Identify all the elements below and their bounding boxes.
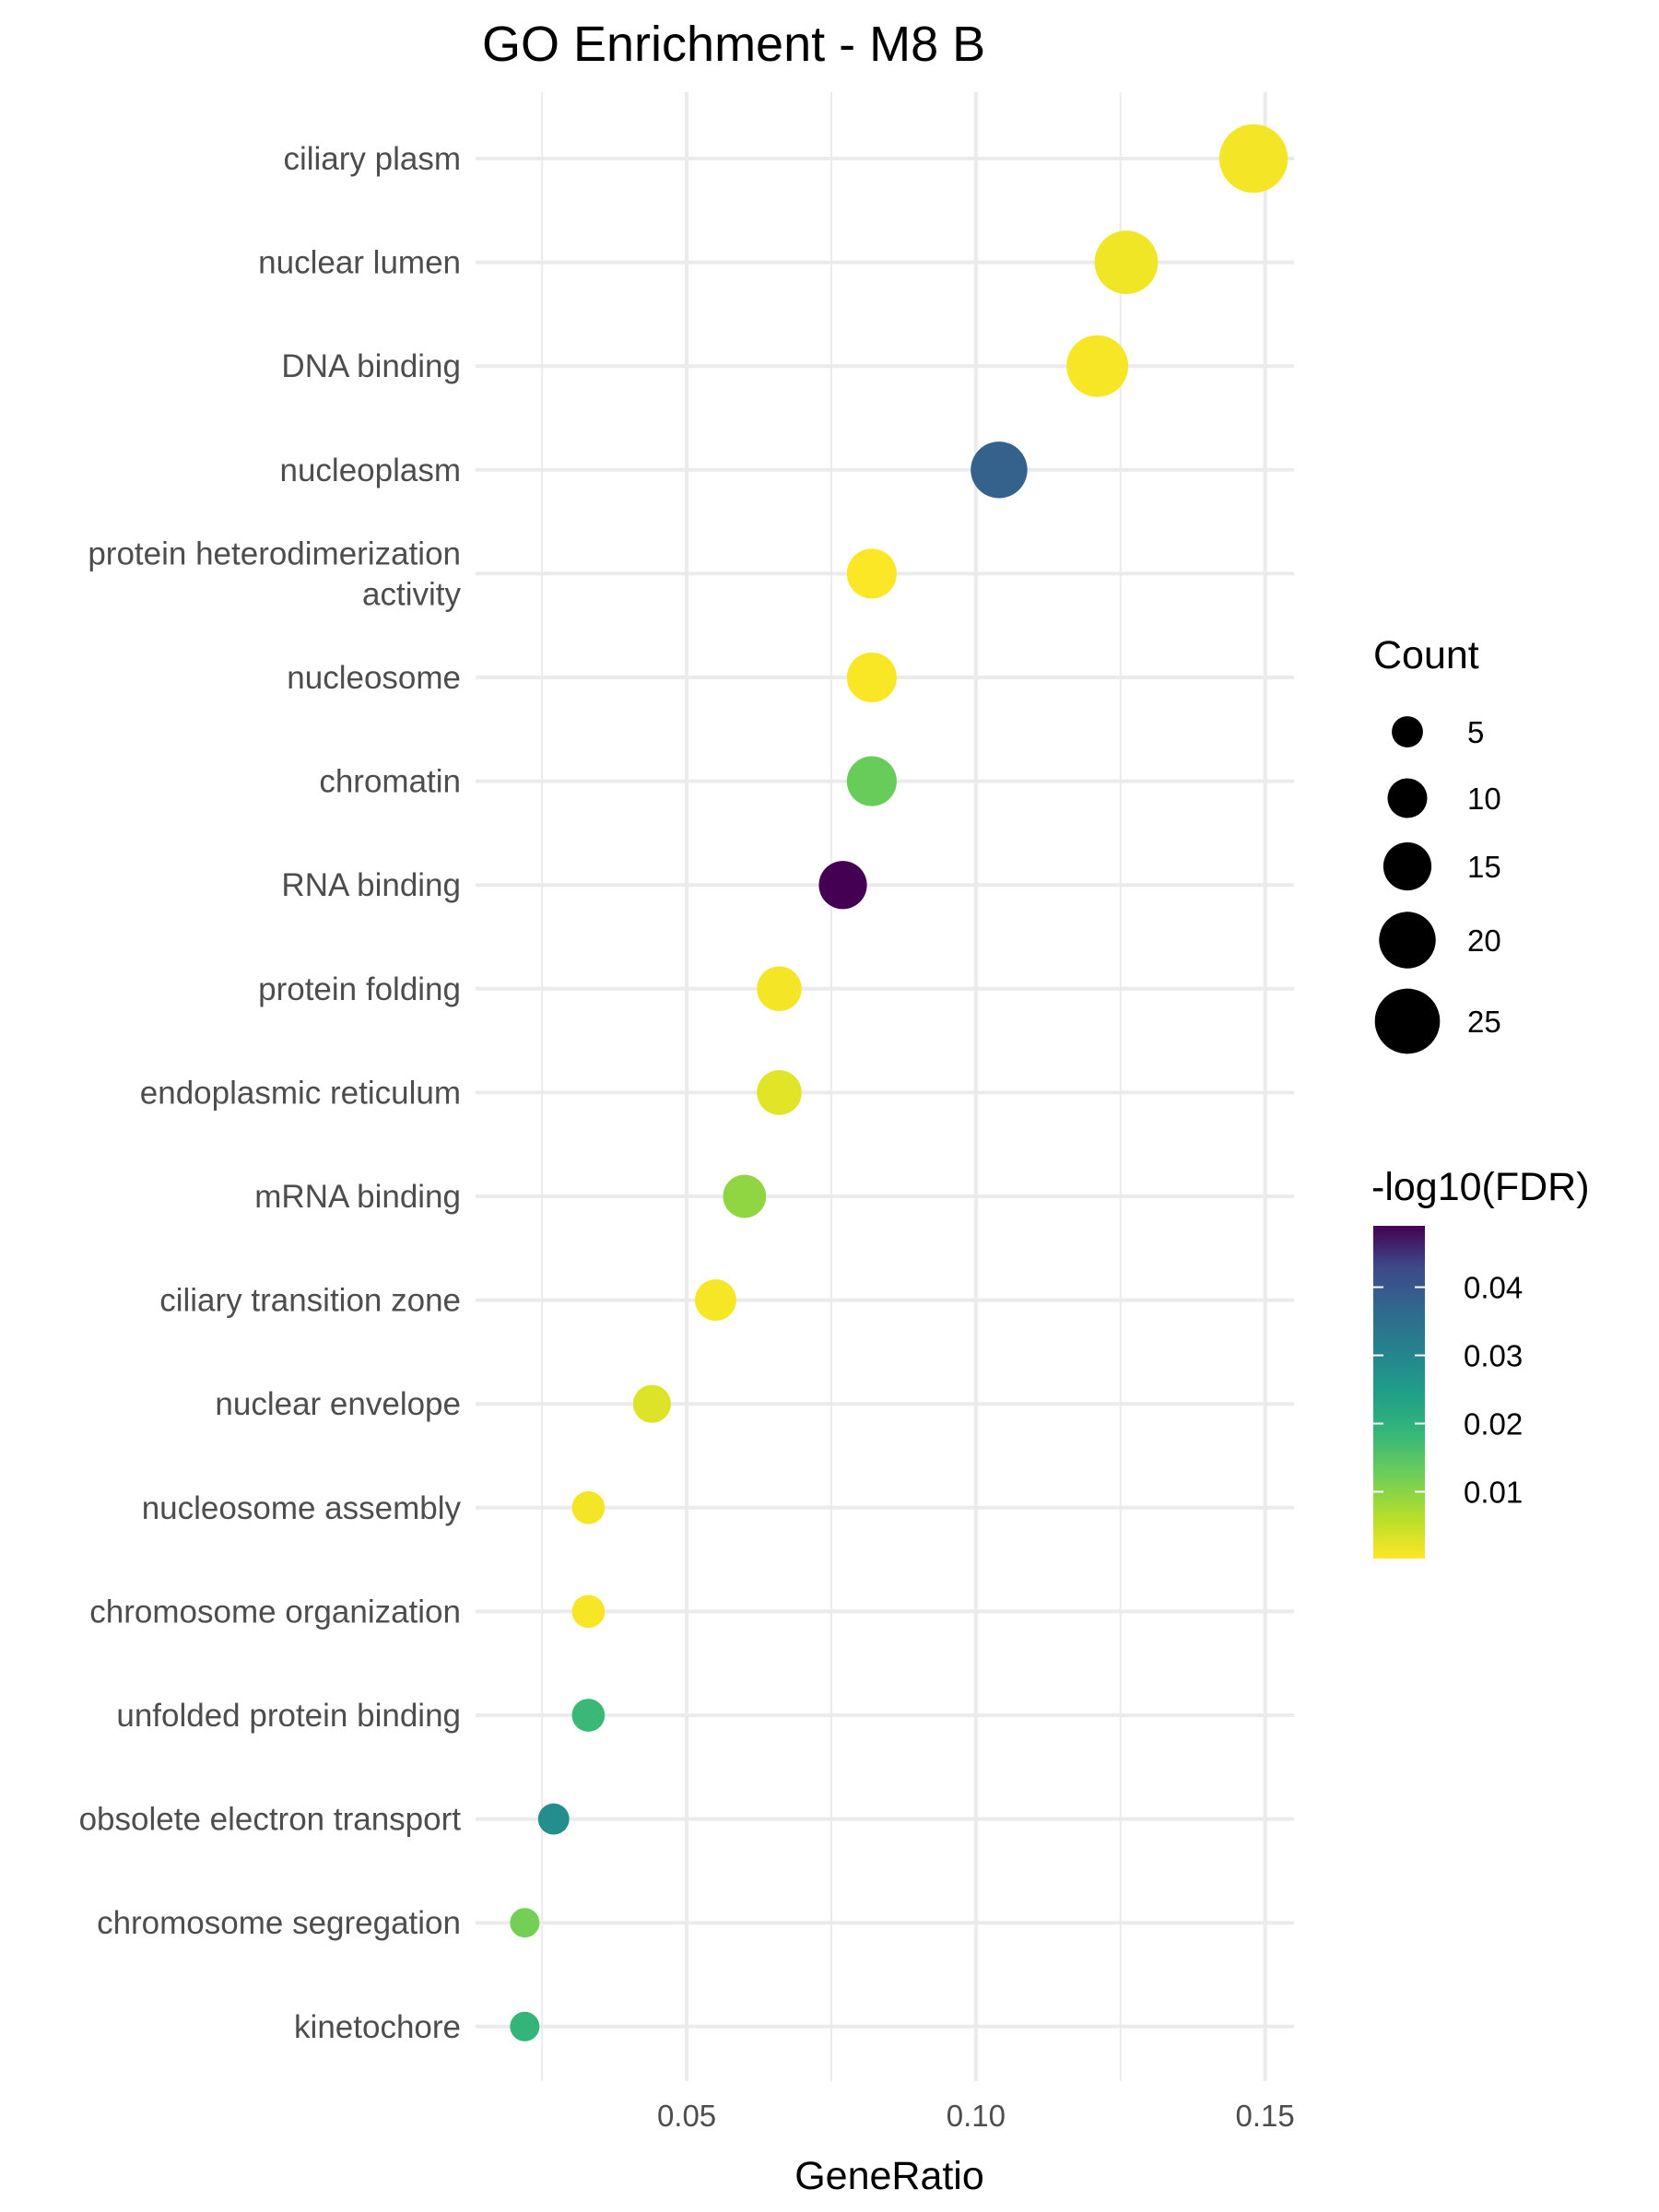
size-legend-key <box>1374 988 1441 1054</box>
color-legend-title: -log10(FDR) <box>1371 1165 1590 1209</box>
y-tick-label: nucleosome <box>287 660 461 696</box>
y-tick-label: chromosome organization <box>89 1594 461 1630</box>
minor-gridlines <box>541 92 1122 2081</box>
x-tick-label: 0.15 <box>1236 2099 1295 2133</box>
y-tick-label: nucleoplasm <box>280 453 462 488</box>
data-point <box>1066 335 1129 397</box>
data-point <box>846 652 897 703</box>
data-point <box>971 441 1028 499</box>
colorbar <box>1373 1226 1425 1559</box>
y-tick-label: protein heterodimerization activity <box>88 535 461 612</box>
y-tick-label: protein folding <box>258 971 461 1007</box>
x-tick-label: 0.10 <box>947 2099 1006 2133</box>
chart-title: GO Enrichment - M8 B <box>482 17 985 72</box>
data-point <box>757 966 802 1012</box>
colorbar-tick-label: 0.02 <box>1464 1407 1523 1441</box>
size-legend-label: 15 <box>1467 850 1501 884</box>
size-legend: Count 5 10 15 20 25 <box>1373 633 1501 1054</box>
size-legend-key <box>1382 841 1432 891</box>
size-legend-key <box>1379 912 1436 969</box>
data-point <box>723 1174 767 1218</box>
y-tick-label: nuclear envelope <box>215 1386 461 1422</box>
major-vertical-gridlines <box>685 92 1267 2081</box>
size-legend-key <box>1392 716 1423 747</box>
y-tick-label: obsolete electron transport <box>79 1802 462 1838</box>
data-point <box>571 1490 606 1524</box>
plot-panel <box>476 92 1294 2081</box>
size-legend-title: Count <box>1373 633 1479 677</box>
colorbar-tick-label: 0.04 <box>1464 1271 1523 1305</box>
major-horizontal-gridlines <box>476 157 1294 2029</box>
x-tick-label: 0.05 <box>657 2099 716 2133</box>
y-tick-label: RNA binding <box>281 867 461 903</box>
size-legend-label: 10 <box>1467 782 1501 816</box>
x-axis-tick-labels: 0.05 0.10 0.15 <box>657 2099 1295 2133</box>
y-tick-label: ciliary transition zone <box>159 1283 461 1319</box>
colorbar-tick-label: 0.01 <box>1464 1476 1523 1510</box>
data-points <box>510 124 1288 2041</box>
y-tick-label: nuclear lumen <box>258 245 461 281</box>
y-tick-label: nucleosome assembly <box>142 1490 462 1526</box>
data-point <box>571 1594 606 1629</box>
size-legend-entries: 5 10 15 20 25 <box>1374 715 1501 1054</box>
data-point <box>1218 124 1288 194</box>
size-legend-label: 20 <box>1467 924 1501 958</box>
y-tick-label: endoplasmic reticulum <box>140 1075 461 1111</box>
data-point <box>694 1279 736 1322</box>
y-tick-label: chromatin <box>319 764 461 800</box>
y-axis-tick-labels: ciliary plasm nuclear lumen DNA binding nuc… <box>79 141 462 2045</box>
size-legend-key <box>1387 778 1428 818</box>
data-point <box>571 1699 606 1732</box>
y-tick-label: mRNA binding <box>254 1179 461 1215</box>
data-point <box>510 1908 540 1938</box>
colorbar-tick-label: 0.03 <box>1464 1339 1523 1373</box>
colorbar-ticks: 0.04 0.03 0.02 0.01 <box>1373 1271 1523 1510</box>
data-point <box>818 861 867 910</box>
color-legend: -log10(FDR) 0.04 0.03 0.02 0.01 <box>1371 1165 1590 1559</box>
data-point <box>1094 230 1159 294</box>
y-tick-label: ciliary plasm <box>283 141 461 177</box>
x-axis-title: GeneRatio <box>794 2154 984 2198</box>
y-tick-label: DNA binding <box>281 348 461 384</box>
data-point <box>537 1803 570 1835</box>
y-tick-label: chromosome segregation <box>97 1905 461 1941</box>
y-tick-label: unfolded protein binding <box>116 1698 461 1734</box>
data-point <box>846 756 897 806</box>
data-point <box>632 1384 672 1423</box>
data-point <box>846 548 897 599</box>
size-legend-label: 5 <box>1467 715 1484 749</box>
size-legend-label: 25 <box>1467 1005 1501 1039</box>
y-tick-label: kinetochore <box>294 2009 461 2045</box>
data-point <box>510 2011 540 2041</box>
data-point <box>757 1070 802 1115</box>
